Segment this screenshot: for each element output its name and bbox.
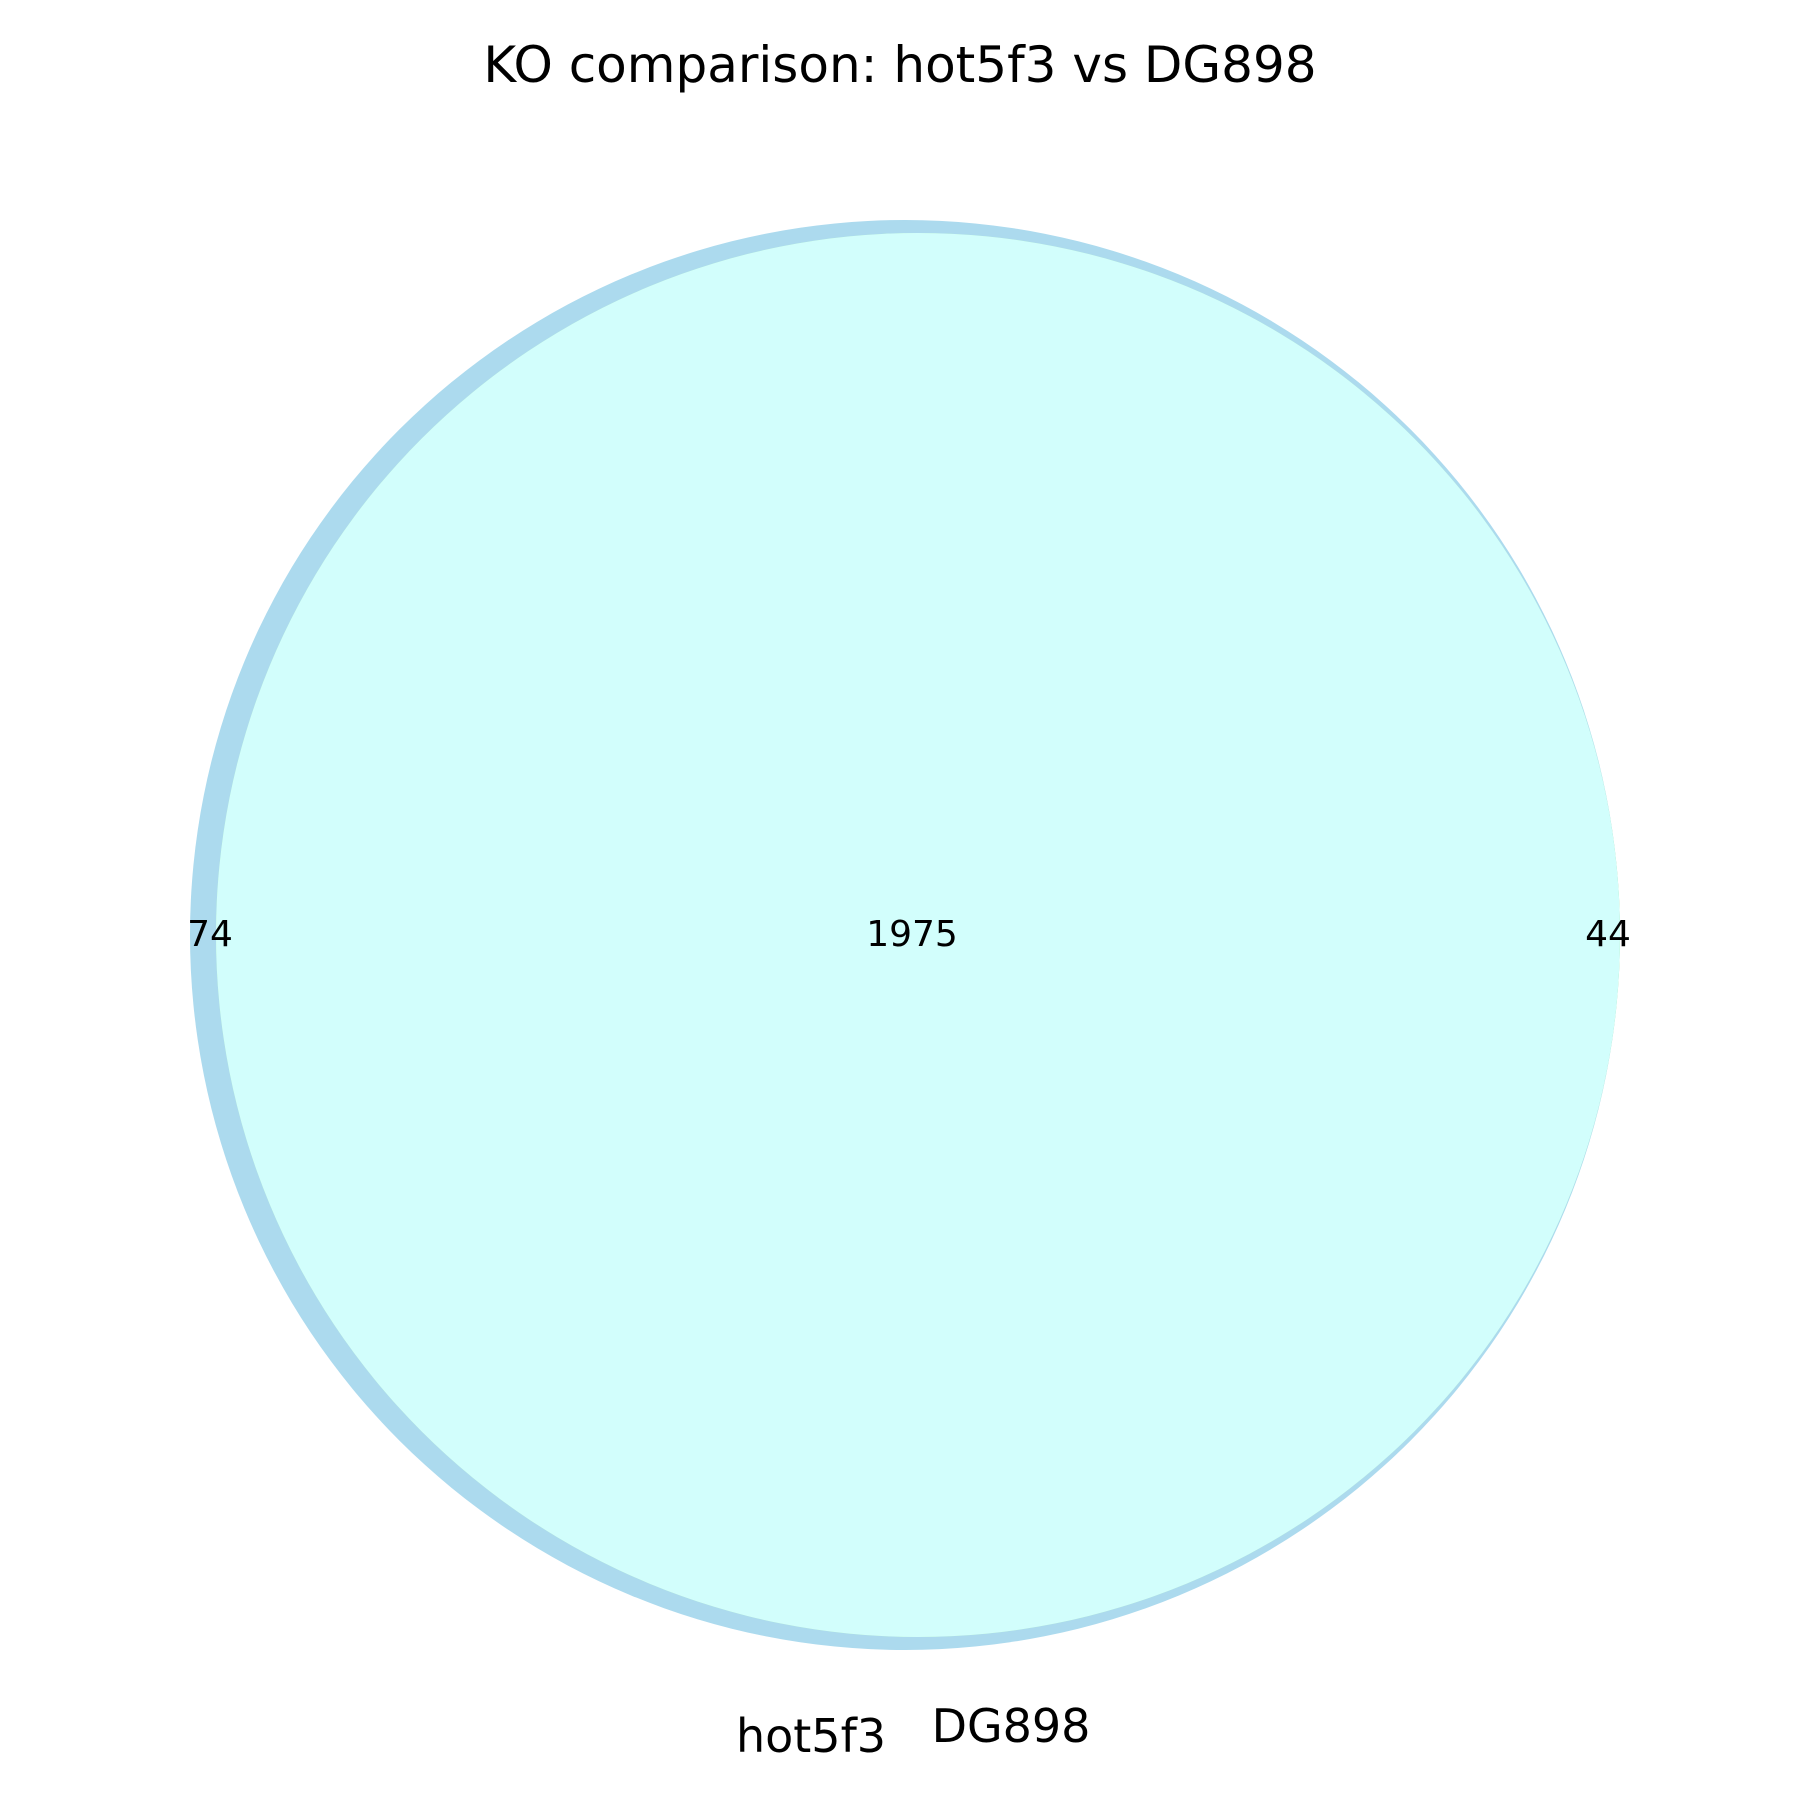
set-a-only-count: 74: [187, 914, 233, 955]
intersection-count: 1975: [866, 914, 958, 955]
chart-title: KO comparison: hot5f3 vs DG898: [483, 36, 1316, 94]
set-b-label: DG898: [932, 1699, 1091, 1753]
intersection-region: [216, 233, 1620, 1637]
set-b-only-count: 44: [1585, 914, 1631, 955]
set-a-label: hot5f3: [736, 1709, 886, 1763]
